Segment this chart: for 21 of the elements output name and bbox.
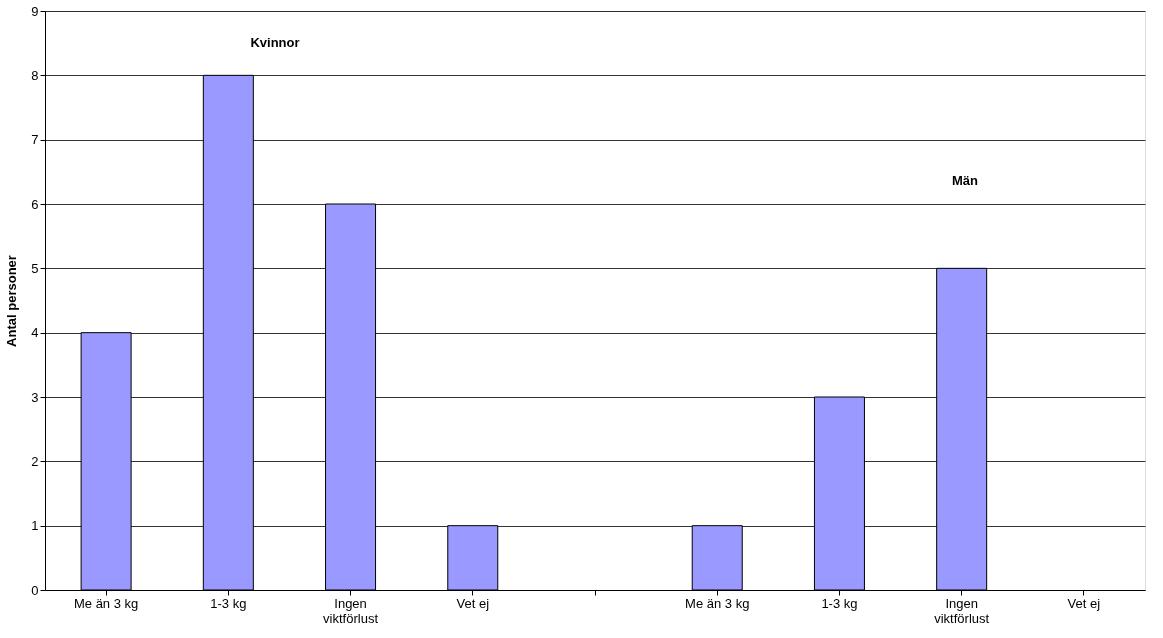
y-tick-label: 0 [31,582,39,598]
x-tick-label: 1-3 kg [210,595,247,611]
y-tick-label: 2 [31,453,39,469]
x-tick-label: Ingen viktförlust [934,595,990,626]
x-tick-label: Vet ej [456,595,490,611]
x-tick-label: Me än 3 kg [73,595,139,611]
x-tick-label: Vet ej [1067,595,1101,611]
x-tick-label: 1-3 kg [821,595,858,611]
y-tick-label: 4 [31,325,39,341]
y-tick-label: 1 [31,518,39,534]
y-tick-label: 3 [31,389,39,405]
y-tick-label: 8 [31,67,39,83]
y-tick-label: 6 [31,196,39,212]
y-axis-title: Antal personer [4,255,20,347]
y-tick-label: 5 [31,260,39,276]
y-tick-label: 9 [31,3,39,19]
x-tick-label: Ingen viktförlust [323,595,379,626]
annotation: Män [952,173,979,189]
x-tick-label: Me än 3 kg [685,595,750,611]
y-tick-label: 7 [31,132,39,148]
annotation: Kvinnor [250,34,300,50]
